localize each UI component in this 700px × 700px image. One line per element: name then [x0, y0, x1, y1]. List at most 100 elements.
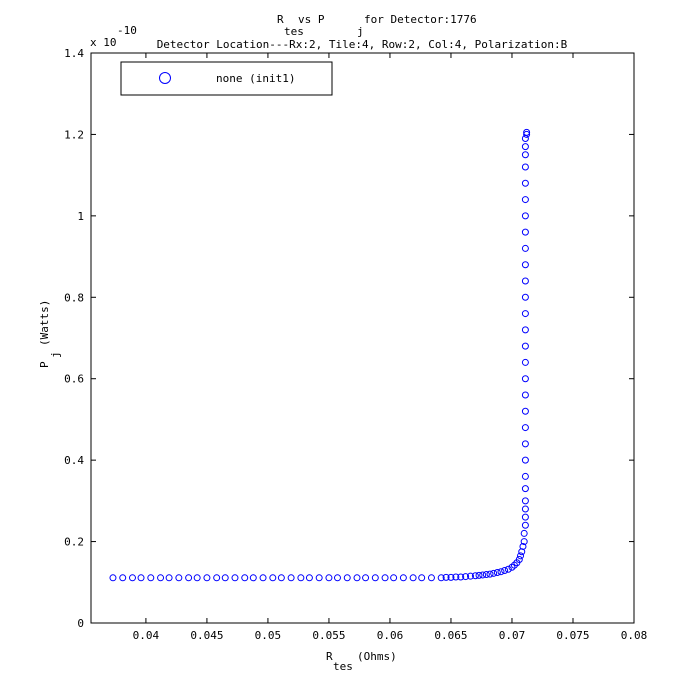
x-tick-label: 0.05 — [255, 629, 282, 642]
x-axis-label-main: R — [326, 650, 333, 663]
data-point — [523, 128, 531, 136]
x-axis-label-unit: (Ohms) — [357, 650, 397, 663]
data-point — [521, 391, 529, 399]
data-point — [418, 574, 426, 582]
data-point — [399, 574, 407, 582]
y-tick-label: 0.4 — [64, 454, 84, 467]
data-point — [137, 574, 145, 582]
data-point — [119, 574, 127, 582]
x-tick-label: 0.075 — [556, 629, 589, 642]
data-point — [521, 244, 529, 252]
data-point — [521, 521, 529, 529]
data-point — [165, 574, 173, 582]
data-point — [437, 574, 445, 582]
data-point — [521, 497, 529, 505]
data-point — [490, 569, 498, 577]
y-tick-label: 1.4 — [64, 47, 84, 60]
y-tick-label: 1 — [77, 210, 84, 223]
data-point — [203, 574, 211, 582]
data-point — [128, 574, 136, 582]
data-point — [390, 574, 398, 582]
data-point — [427, 574, 435, 582]
y-axis-label-unit: (Watts) — [38, 300, 51, 346]
data-point — [521, 143, 529, 151]
data-point — [518, 548, 526, 556]
data-point — [521, 261, 529, 269]
chart-title-rest: for Detector:1776 — [364, 13, 477, 26]
data-point — [520, 529, 528, 537]
data-point — [297, 574, 305, 582]
data-point — [269, 574, 277, 582]
data-point — [523, 130, 531, 138]
data-point — [371, 574, 379, 582]
data-point — [457, 573, 465, 581]
data-point — [521, 472, 529, 480]
data-point — [521, 485, 529, 493]
data-point — [333, 574, 341, 582]
data-point — [249, 574, 257, 582]
data-point — [504, 565, 512, 573]
y-exponent-base: x 10 — [90, 36, 117, 49]
data-point — [259, 574, 267, 582]
x-tick-label: 0.08 — [621, 629, 648, 642]
data-point — [521, 505, 529, 513]
data-point — [521, 277, 529, 285]
data-point — [241, 574, 249, 582]
data-point — [521, 424, 529, 432]
data-point — [486, 570, 494, 578]
data-point — [482, 571, 490, 579]
y-tick-label: 0.8 — [64, 291, 84, 304]
data-point — [521, 513, 529, 521]
data-point — [231, 574, 239, 582]
axes: 0.04 0.045 0.05 0.055 0.06 0.065 0.07 0.075 0.08… — [64, 47, 647, 642]
data-point — [362, 574, 370, 582]
data-point — [521, 151, 529, 159]
data-point — [521, 228, 529, 236]
plot-frame — [90, 52, 635, 624]
chart-subtitle: Detector Location---Rx:2, Tile:4, Row:2,… — [157, 38, 568, 51]
data-point — [521, 358, 529, 366]
x-tick-label: 0.045 — [190, 629, 223, 642]
data-point — [521, 163, 529, 171]
data-point — [521, 212, 529, 220]
data-point — [277, 574, 285, 582]
y-axis-label-main: P — [38, 361, 51, 368]
data-point — [109, 574, 117, 582]
data-point — [315, 574, 323, 582]
data-point — [305, 574, 313, 582]
data-point — [287, 574, 295, 582]
data-point — [493, 569, 501, 577]
data-point — [521, 440, 529, 448]
data-point — [521, 326, 529, 334]
x-tick-label: 0.055 — [312, 629, 345, 642]
data-point — [452, 573, 460, 581]
x-tick-label: 0.07 — [499, 629, 526, 642]
data-point — [409, 574, 417, 582]
y-tick-label: 1.2 — [64, 128, 84, 141]
data-point — [353, 574, 361, 582]
data-point — [521, 456, 529, 464]
x-axis-label-subscript: tes — [333, 660, 353, 673]
chart-title-main-subscript: tes — [284, 25, 304, 38]
x-tick-label: 0.065 — [434, 629, 467, 642]
data-point — [175, 574, 183, 582]
data-point — [521, 407, 529, 415]
data-point — [466, 572, 474, 580]
y-axis-label-subscript: j — [49, 351, 62, 358]
data-point — [510, 561, 518, 569]
data-point — [325, 574, 333, 582]
data-point — [475, 571, 483, 579]
y-tick-label: 0.2 — [64, 536, 84, 549]
data-point — [147, 574, 155, 582]
chart-title-vs: vs P — [298, 13, 325, 26]
data-point — [521, 293, 529, 301]
data-point — [517, 552, 525, 560]
data-point — [157, 574, 165, 582]
data-point — [519, 542, 527, 550]
data-point — [497, 568, 505, 576]
x-tick-label: 0.04 — [133, 629, 160, 642]
data-point — [521, 342, 529, 350]
data-point — [447, 573, 455, 581]
